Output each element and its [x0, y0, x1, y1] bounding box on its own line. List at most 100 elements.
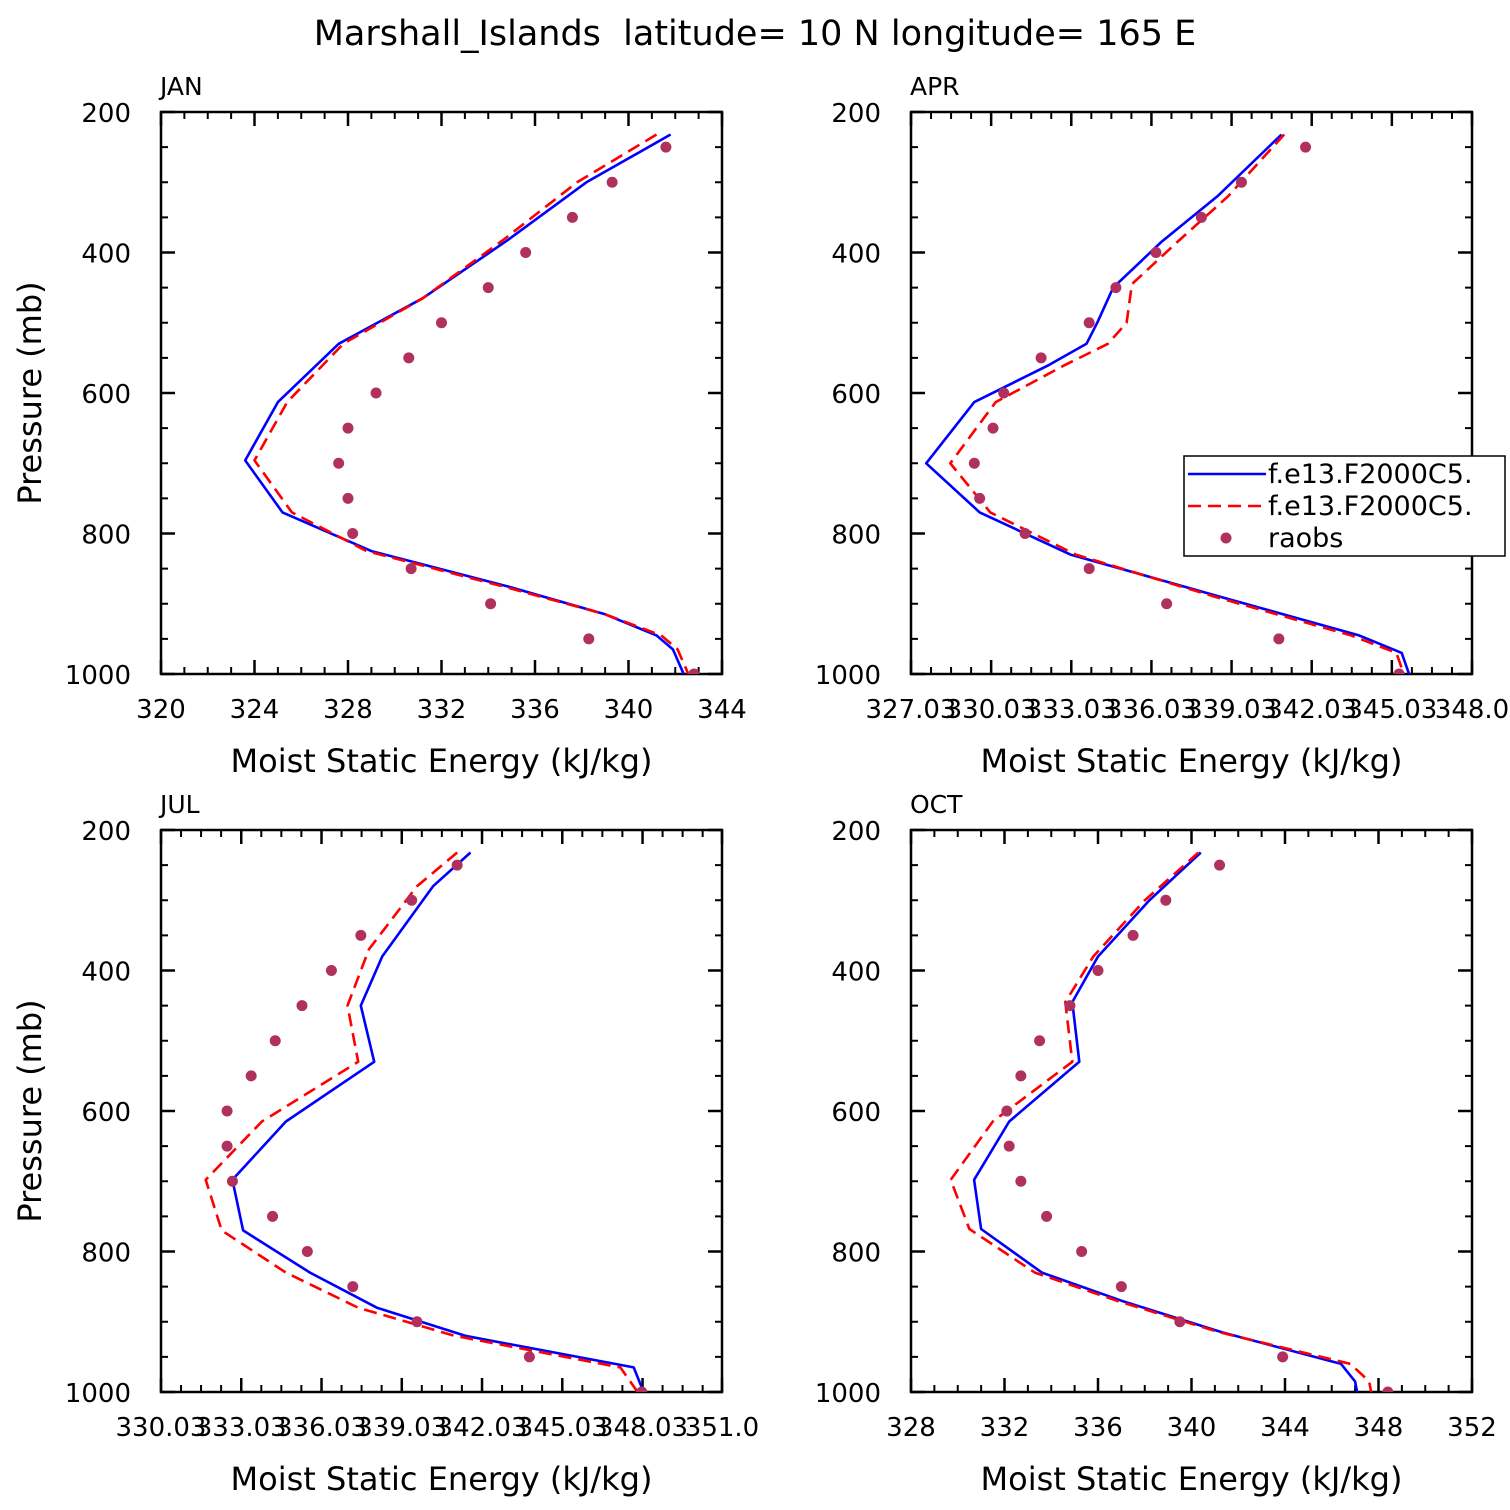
raobs-point [347, 528, 359, 539]
y-tick-label: 600 [831, 1098, 881, 1128]
raobs-point [267, 1210, 279, 1222]
y-tick-label: 800 [831, 521, 881, 551]
raobs-point [355, 929, 367, 941]
raobs-point [1160, 894, 1172, 906]
series-line-dashed [253, 133, 690, 674]
series-line-dashed [949, 851, 1373, 1392]
raobs-point [436, 317, 447, 329]
series-raobs [333, 141, 700, 674]
raobs-point [1034, 1035, 1046, 1047]
raobs-point [566, 211, 578, 223]
panel-label: JUL [158, 790, 200, 819]
raobs-point [406, 894, 418, 906]
raobs-point [226, 1175, 238, 1187]
raobs-point [606, 176, 618, 188]
x-tick-label: 340 [604, 695, 654, 725]
raobs-point [998, 387, 1010, 399]
series-raobs [221, 859, 648, 1392]
raobs-point [485, 598, 497, 610]
y-tick-label: 200 [81, 99, 131, 129]
y-tick-label: 400 [81, 240, 131, 270]
x-tick-label: 327.03 [866, 695, 957, 725]
series-line-solid [924, 133, 1411, 674]
legend: f.e13.F2000C5.f.e13.F2000C5.raobs [1183, 455, 1506, 557]
raobs-point [987, 422, 999, 434]
raobs-point [1273, 633, 1285, 645]
x-tick-label: 328 [323, 695, 373, 725]
plot-area [924, 133, 1411, 674]
raobs-point [1174, 1316, 1186, 1328]
raobs-point [451, 859, 463, 871]
raobs-point [1041, 1210, 1053, 1222]
figure-title: Marshall_Islands latitude= 10 N longitud… [314, 14, 1197, 54]
y-tick-label: 600 [831, 380, 881, 410]
panel-label: JAN [158, 72, 203, 101]
legend-marker [1220, 532, 1232, 544]
legend-label: f.e13.F2000C5. [1268, 491, 1473, 522]
raobs-point [1150, 247, 1162, 258]
raobs-point [1064, 1000, 1076, 1012]
raobs-point [1083, 317, 1095, 329]
raobs-point [269, 1035, 281, 1047]
plot-area [204, 851, 648, 1392]
y-tick-label: 800 [81, 1239, 131, 1269]
raobs-point [411, 1316, 423, 1328]
raobs-point [1110, 282, 1122, 294]
legend-label: raobs [1268, 523, 1343, 554]
raobs-point [974, 492, 986, 504]
raobs-point [1003, 1140, 1015, 1152]
raobs-point [1235, 176, 1247, 188]
x-axis-label: Moist Static Energy (kJ/kg) [231, 742, 653, 780]
y-tick-label: 400 [831, 958, 881, 988]
y-tick-label: 200 [831, 99, 881, 129]
x-axis-label: Moist Static Energy (kJ/kg) [231, 1460, 653, 1498]
raobs-point [1161, 598, 1173, 610]
raobs-point [325, 965, 337, 976]
x-axis-label: Moist Static Energy (kJ/kg) [981, 742, 1403, 780]
raobs-point [1393, 668, 1405, 674]
plot-area [949, 851, 1394, 1392]
panel-oct: OCT 328 332 336 340 344 348 352 200 400 600 800 1000… [815, 790, 1497, 1498]
raobs-point [1015, 1175, 1027, 1187]
x-tick-label: 339.03 [356, 1413, 447, 1443]
raobs-point [688, 668, 700, 674]
raobs-point [221, 1140, 233, 1152]
x-tick-label: 336.03 [276, 1413, 367, 1443]
x-tick-label: 345.03 [517, 1413, 608, 1443]
raobs-point [1083, 563, 1095, 575]
plot-frame [159, 110, 724, 676]
series-line-solid [972, 851, 1359, 1392]
raobs-point [1076, 1246, 1088, 1257]
series-raobs [1001, 859, 1394, 1392]
raobs-point [1277, 1351, 1289, 1363]
raobs-point [968, 457, 980, 469]
y-tick-label: 600 [81, 1098, 131, 1128]
x-tick-label: 352 [1447, 1413, 1497, 1443]
series-line-dashed [204, 851, 640, 1392]
x-tick-label: 348.0 [1435, 695, 1509, 725]
raobs-point [1115, 1281, 1127, 1293]
raobs-point [342, 492, 354, 504]
y-tick-label: 400 [831, 240, 881, 270]
raobs-point [403, 352, 415, 364]
x-tick-label: 336 [1073, 1413, 1123, 1443]
y-tick-label: 1000 [65, 661, 131, 691]
raobs-point [482, 282, 494, 294]
plot-frame [909, 828, 1474, 1394]
raobs-point [1382, 1386, 1394, 1392]
x-tick-label: 351.0 [685, 1413, 759, 1443]
raobs-point [1195, 211, 1207, 223]
x-tick-label: 340 [1167, 1413, 1217, 1443]
y-tick-label: 800 [81, 521, 131, 551]
legend-label: f.e13.F2000C5. [1268, 459, 1473, 490]
x-tick-label: 348.03 [597, 1413, 688, 1443]
x-tick-label: 332 [417, 695, 467, 725]
x-tick-label: 344 [697, 695, 747, 725]
raobs-point [1015, 1070, 1027, 1082]
panel-jul: JUL330.03333.03336.03339.03342.03345.033… [11, 790, 759, 1498]
x-tick-label: 330.03 [116, 1413, 207, 1443]
x-tick-label: 336.03 [1106, 695, 1197, 725]
x-tick-label: 328 [886, 1413, 936, 1443]
x-tick-label: 342.03 [437, 1413, 528, 1443]
